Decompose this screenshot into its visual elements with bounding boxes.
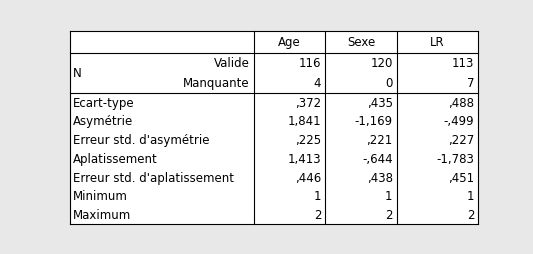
Text: ,438: ,438	[367, 171, 393, 184]
Text: 1: 1	[385, 190, 393, 203]
Text: 120: 120	[370, 57, 393, 70]
Text: -1,169: -1,169	[354, 115, 393, 128]
Text: 1,841: 1,841	[287, 115, 321, 128]
Text: Erreur std. d'asymétrie: Erreur std. d'asymétrie	[73, 134, 209, 147]
Text: 1,413: 1,413	[287, 152, 321, 165]
Text: ,451: ,451	[448, 171, 474, 184]
Text: -,499: -,499	[443, 115, 474, 128]
Text: Erreur std. d'aplatissement: Erreur std. d'aplatissement	[73, 171, 234, 184]
Text: 1: 1	[467, 190, 474, 203]
Text: -,644: -,644	[362, 152, 393, 165]
Text: 1: 1	[313, 190, 321, 203]
Text: ,446: ,446	[295, 171, 321, 184]
Text: Manquante: Manquante	[183, 77, 249, 90]
Text: 2: 2	[385, 208, 393, 221]
Text: Sexe: Sexe	[347, 36, 375, 49]
Text: 0: 0	[385, 77, 393, 90]
Text: Minimum: Minimum	[73, 190, 128, 203]
Text: Maximum: Maximum	[73, 208, 132, 221]
Text: ,435: ,435	[367, 96, 393, 109]
Text: 116: 116	[298, 57, 321, 70]
Text: 7: 7	[467, 77, 474, 90]
Text: Age: Age	[278, 36, 301, 49]
Text: LR: LR	[430, 36, 445, 49]
Text: Aplatissement: Aplatissement	[73, 152, 158, 165]
Text: 2: 2	[467, 208, 474, 221]
Text: N: N	[73, 67, 82, 80]
Text: ,488: ,488	[448, 96, 474, 109]
Text: ,372: ,372	[295, 96, 321, 109]
Text: ,221: ,221	[366, 134, 393, 147]
Text: 113: 113	[452, 57, 474, 70]
Text: Ecart-type: Ecart-type	[73, 96, 135, 109]
Text: Valide: Valide	[214, 57, 249, 70]
Text: Asymétrie: Asymétrie	[73, 115, 133, 128]
Text: ,225: ,225	[295, 134, 321, 147]
Text: 4: 4	[313, 77, 321, 90]
Polygon shape	[70, 32, 479, 224]
Text: 2: 2	[313, 208, 321, 221]
Text: -1,783: -1,783	[437, 152, 474, 165]
Text: ,227: ,227	[448, 134, 474, 147]
